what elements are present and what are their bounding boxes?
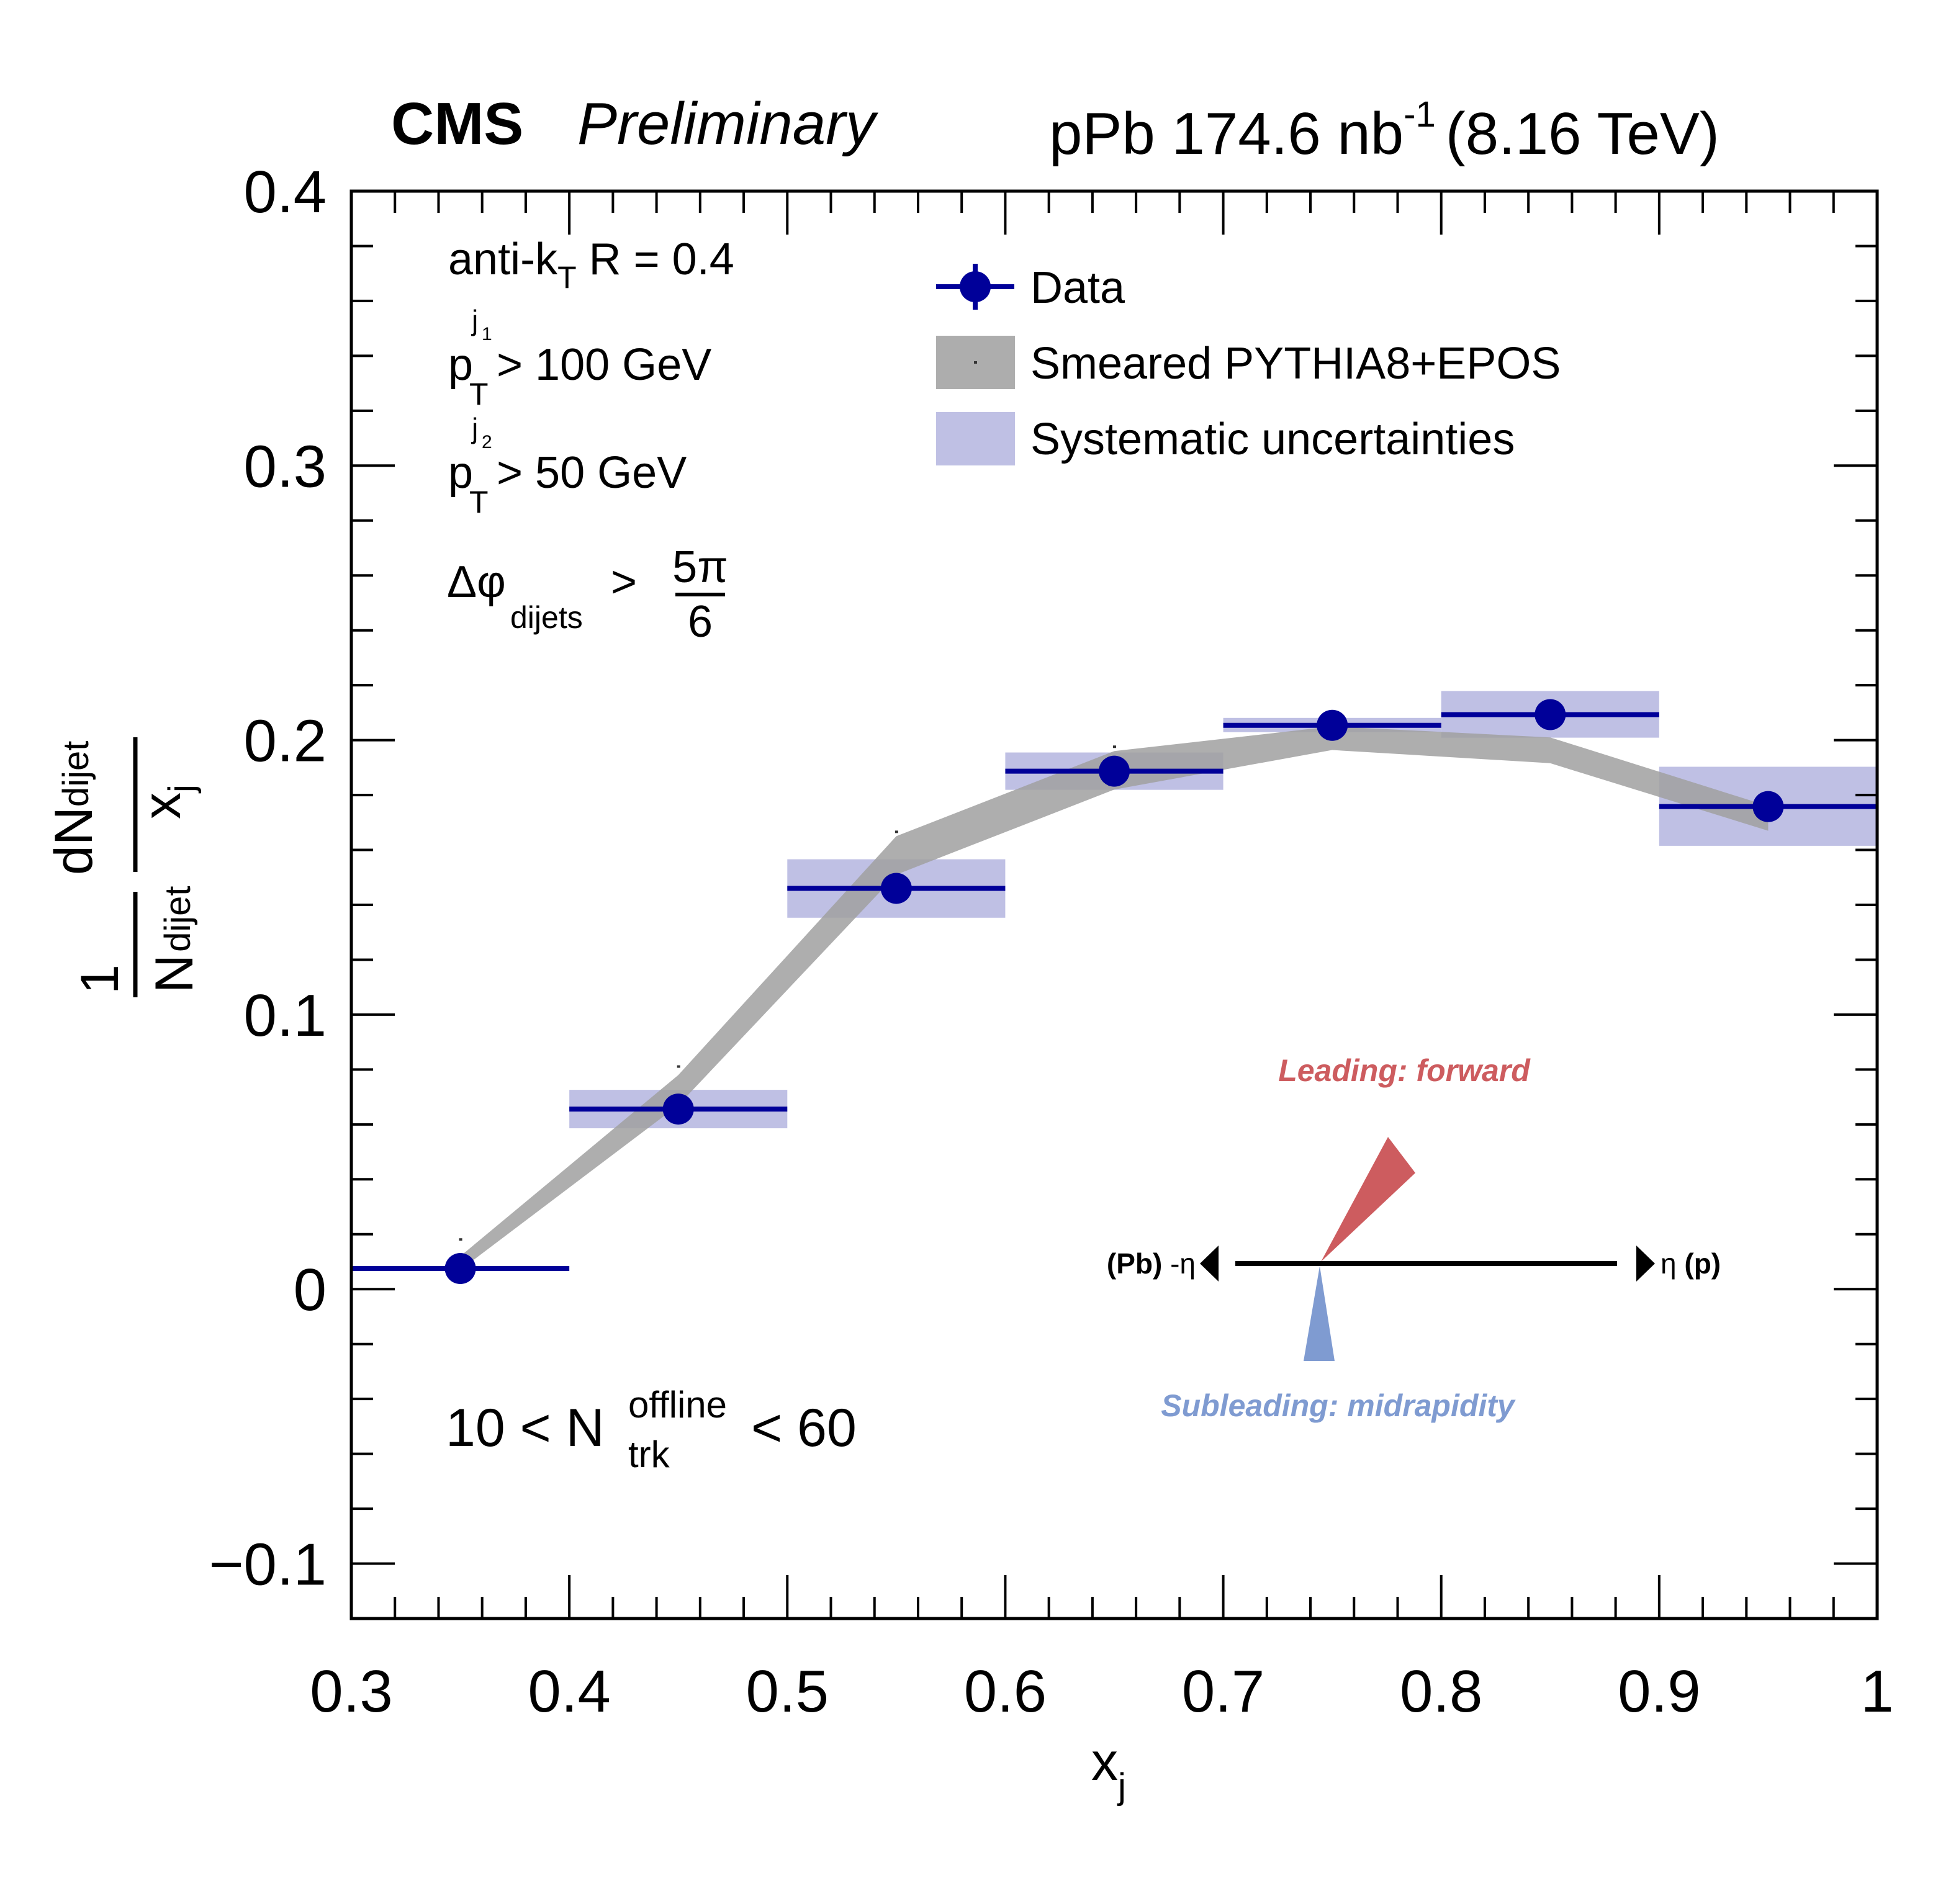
legend-entry-systematic: Systematic uncertainties — [936, 412, 1515, 465]
y-tick-label: 0.2 — [244, 708, 327, 775]
y-tick-label: 0 — [294, 1257, 327, 1323]
leading-pt-cut: p j 1 T > 100 GeV — [448, 304, 711, 411]
svg-text:> 50 GeV: > 50 GeV — [497, 448, 687, 498]
lumi-prefix: pPb 174.6 nb — [1049, 101, 1404, 167]
data-point — [1317, 709, 1348, 741]
svg-text:j: j — [471, 412, 478, 444]
data-marker-icon — [960, 271, 991, 302]
x-tick-label: 0.7 — [1182, 1658, 1264, 1725]
status-label: Preliminary — [577, 91, 878, 157]
x-tick-label: 0.4 — [528, 1658, 610, 1725]
x-tick-label: 0.9 — [1618, 1658, 1700, 1725]
x-axis-label: xj — [1091, 1732, 1126, 1807]
svg-text:6: 6 — [688, 597, 713, 647]
data-point — [444, 1253, 476, 1285]
rapidity-diagram: Leading: forward (Pb) -η η (p) Subleadin… — [1107, 1053, 1721, 1423]
jet-algorithm-label: anti-kT R = 0.4 — [448, 235, 734, 295]
leading-jet-label: Leading: forward — [1278, 1053, 1531, 1088]
svg-text:T: T — [469, 485, 489, 519]
data-point — [662, 1093, 694, 1125]
svg-text:trk: trk — [628, 1434, 670, 1475]
mc-band-area — [460, 726, 1769, 1270]
y-tick-label: 0.1 — [244, 982, 327, 1049]
subleading-jet-label: Subleading: midrapidity — [1161, 1388, 1516, 1423]
data-point — [1535, 699, 1566, 730]
svg-text:T: T — [469, 377, 489, 411]
y-tick-label: 0.3 — [244, 433, 327, 500]
svg-text:Smeared PYTHIA8+EPOS: Smeared PYTHIA8+EPOS — [1030, 339, 1561, 388]
systematic-swatch — [936, 412, 1015, 465]
svg-text:j: j — [471, 304, 478, 336]
svg-text:1: 1 — [482, 324, 492, 344]
mc-central-marker — [677, 1065, 680, 1068]
svg-text:10 < N: 10 < N — [446, 1398, 605, 1458]
data-point — [880, 873, 912, 904]
x-tick-label: 0.3 — [310, 1658, 392, 1725]
legend-entry-data: Data — [936, 263, 1125, 313]
svg-text:p: p — [448, 340, 473, 390]
legend-entry-mc: Smeared PYTHIA8+EPOS — [936, 336, 1561, 389]
y-label-xj: xj — [132, 784, 202, 819]
lumi-label: pPb 174.6 nb-1 (8.16 TeV) — [1049, 94, 1719, 167]
arrow-left-icon — [1200, 1246, 1219, 1282]
data-point — [1752, 791, 1784, 822]
svg-text:< 60: < 60 — [751, 1398, 857, 1458]
multiplicity-cut: 10 < N offline trk < 60 — [446, 1384, 857, 1475]
y-label-dn: dNdijet — [44, 741, 104, 875]
y-label-ndijet: Ndijet — [145, 886, 204, 993]
svg-text:offline: offline — [628, 1384, 727, 1426]
x-tick-label: 0.8 — [1400, 1658, 1482, 1725]
leading-jet-cone-icon — [1321, 1137, 1415, 1262]
svg-text:Δφ: Δφ — [447, 557, 506, 607]
legend: Data Smeared PYTHIA8+EPOS Systematic unc… — [936, 263, 1561, 465]
mc-central-marker — [1113, 745, 1116, 748]
svg-text:5π: 5π — [672, 542, 728, 592]
svg-text:2: 2 — [482, 432, 492, 452]
x-tick-label: 0.5 — [746, 1658, 829, 1725]
svg-text:dijets: dijets — [510, 600, 583, 635]
p-direction-label: η (p) — [1661, 1247, 1721, 1280]
tick-labels: 0.3 0.4 0.5 0.6 0.7 0.8 0.9 1 −0.1 0 0.1 0.2 0.3 0.4 — [209, 159, 1893, 1725]
dphi-cut: Δφ dijets > 5π 6 — [447, 542, 728, 647]
y-tick-label: −0.1 — [209, 1532, 327, 1598]
y-axis-label: 1 Ndijet dNdijet xj — [44, 737, 204, 997]
pb-direction-label: (Pb) -η — [1107, 1247, 1196, 1280]
subleading-pt-cut: p j 2 T > 50 GeV — [448, 412, 687, 519]
svg-text:>: > — [611, 557, 637, 607]
subleading-jet-cone-icon — [1304, 1266, 1335, 1361]
svg-text:Data: Data — [1030, 263, 1125, 313]
energy-label: (8.16 TeV) — [1446, 101, 1719, 167]
mc-central-marker — [459, 1238, 462, 1241]
data-point — [1099, 755, 1130, 787]
x-tick-label: 1 — [1860, 1658, 1893, 1725]
y-label-one: 1 — [70, 964, 130, 994]
svg-text:Systematic uncertainties: Systematic uncertainties — [1030, 415, 1515, 464]
experiment-label: CMS — [391, 91, 523, 157]
x-tick-label: 0.6 — [964, 1658, 1047, 1725]
axes — [349, 189, 1879, 1620]
y-tick-label: 0.4 — [244, 159, 327, 225]
lumi-exponent: -1 — [1404, 94, 1436, 135]
arrow-right-icon — [1636, 1246, 1655, 1282]
svg-text:p: p — [448, 448, 473, 498]
data-points — [351, 699, 1877, 1285]
mc-band — [459, 713, 1770, 1270]
svg-text:> 100 GeV: > 100 GeV — [497, 340, 711, 390]
mc-central-marker — [895, 830, 898, 833]
